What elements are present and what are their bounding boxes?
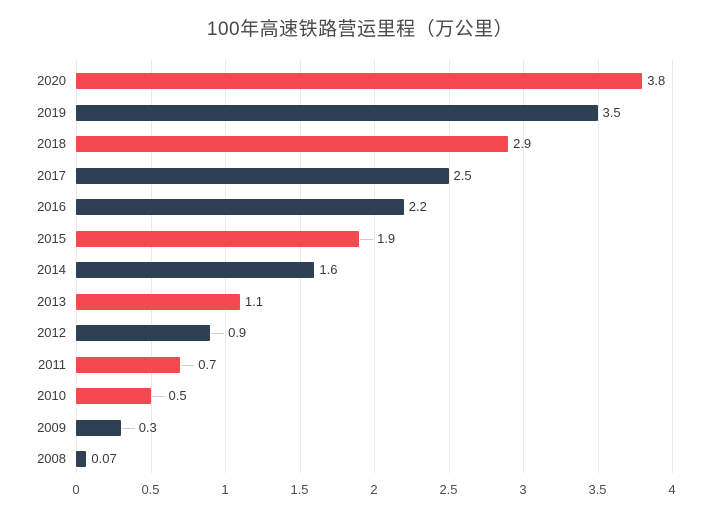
bar-value-label-2016: 2.2: [408, 199, 427, 214]
bar-2011: [76, 356, 181, 373]
y-axis-label-2015: 2015: [37, 230, 66, 246]
gridline-x-4: [672, 60, 673, 473]
bar-2015: [76, 230, 360, 247]
bar-2016: [76, 199, 404, 215]
bar-value-label-2012: 0.9: [228, 325, 247, 340]
bar-value-label-2020: 3.8: [647, 73, 666, 88]
gridline-x-2: [374, 60, 375, 473]
x-axis-tick-label: 3: [519, 482, 527, 497]
y-axis-label-2019: 2019: [37, 104, 66, 120]
bar-value-label-2010: 0.5: [168, 388, 187, 403]
bar-value-label-2019: 3.5: [602, 104, 621, 120]
bar-2014: [76, 262, 315, 278]
gridline-x-2.5: [448, 60, 450, 473]
bar-value-label-2015: 1.9: [377, 230, 396, 246]
y-axis-label-2014: 2014: [37, 262, 66, 277]
x-axis-tick-label: 0.5: [141, 482, 160, 497]
x-axis-tick-label: 1: [221, 482, 229, 497]
gridline-x-3: [523, 60, 524, 473]
bar-2012: [76, 325, 211, 341]
y-axis-label-2012: 2012: [37, 325, 66, 340]
bar-2018: [76, 136, 509, 152]
value-leader-line: [151, 396, 165, 397]
x-axis-tick-label: 3.5: [588, 482, 607, 497]
x-axis-tick-label: 4: [668, 482, 676, 497]
bar-2020: [76, 73, 643, 89]
bar-2010: [76, 388, 151, 404]
x-axis-tick-label: 0: [72, 482, 80, 497]
bar-value-label-2009: 0.3: [138, 419, 157, 435]
bar-2019: [76, 104, 598, 121]
bar-value-label-2018: 2.9: [513, 136, 532, 151]
bar-2013: [76, 293, 240, 310]
y-axis-label-2020: 2020: [37, 73, 66, 88]
y-axis-label-2010: 2010: [37, 388, 66, 403]
bar-2009: [76, 419, 121, 436]
value-leader-line: [211, 333, 225, 334]
bar-value-label-2008: 0.07: [91, 451, 117, 466]
bar-value-label-2011: 0.7: [198, 356, 217, 372]
y-axis-label-2009: 2009: [37, 419, 66, 435]
x-axis-tick-label: 2: [370, 482, 378, 497]
value-leader-line: [181, 364, 195, 366]
x-axis-tick-label: 1.5: [290, 482, 309, 497]
value-leader-line: [121, 427, 135, 429]
bar-value-label-2014: 1.6: [319, 262, 338, 277]
bar-value-label-2017: 2.5: [453, 167, 472, 183]
y-axis-label-2018: 2018: [37, 136, 66, 151]
y-axis-label-2017: 2017: [37, 167, 66, 183]
y-axis-label-2013: 2013: [37, 293, 66, 309]
value-leader-line: [360, 238, 374, 240]
y-axis-label-2011: 2011: [38, 356, 66, 372]
bar-value-label-2013: 1.1: [244, 293, 263, 309]
bar-2008: [76, 451, 87, 467]
gridline-x-3.5: [597, 60, 599, 473]
x-axis-tick-label: 2.5: [439, 482, 458, 497]
bar-2017: [76, 167, 449, 184]
chart-title: 100年高速铁路营运里程（万公里）: [206, 19, 514, 40]
y-axis-label-2016: 2016: [37, 199, 66, 214]
y-axis-label-2008: 2008: [37, 451, 66, 466]
